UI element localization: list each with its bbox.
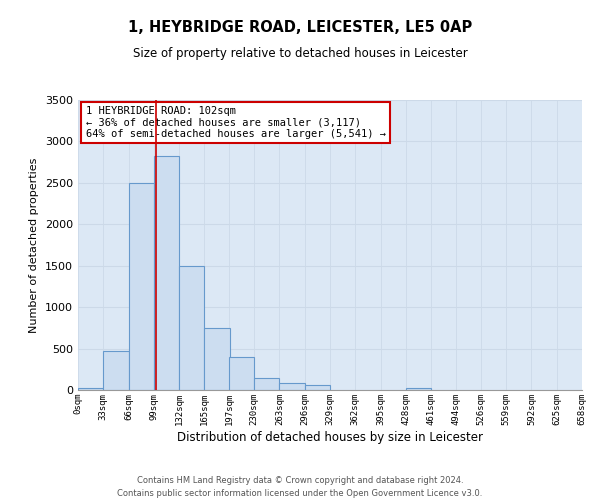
Bar [280, 384, 305, 390]
Bar [406, 388, 431, 390]
Bar [254, 378, 280, 390]
Bar [128, 183, 154, 390]
X-axis label: Distribution of detached houses by size in Leicester: Distribution of detached houses by size … [177, 430, 483, 444]
Text: 1 HEYBRIDGE ROAD: 102sqm
← 36% of detached houses are smaller (3,117)
64% of sem: 1 HEYBRIDGE ROAD: 102sqm ← 36% of detach… [86, 106, 386, 139]
Text: Contains HM Land Registry data © Crown copyright and database right 2024.
Contai: Contains HM Land Registry data © Crown c… [118, 476, 482, 498]
Text: 1, HEYBRIDGE ROAD, LEICESTER, LE5 0AP: 1, HEYBRIDGE ROAD, LEICESTER, LE5 0AP [128, 20, 472, 35]
Bar [154, 156, 179, 390]
Bar [205, 328, 230, 390]
Text: Size of property relative to detached houses in Leicester: Size of property relative to detached ho… [133, 48, 467, 60]
Bar [305, 386, 330, 390]
Bar [78, 388, 103, 390]
Bar [103, 351, 128, 390]
Y-axis label: Number of detached properties: Number of detached properties [29, 158, 40, 332]
Bar [229, 357, 254, 390]
Bar [179, 266, 205, 390]
